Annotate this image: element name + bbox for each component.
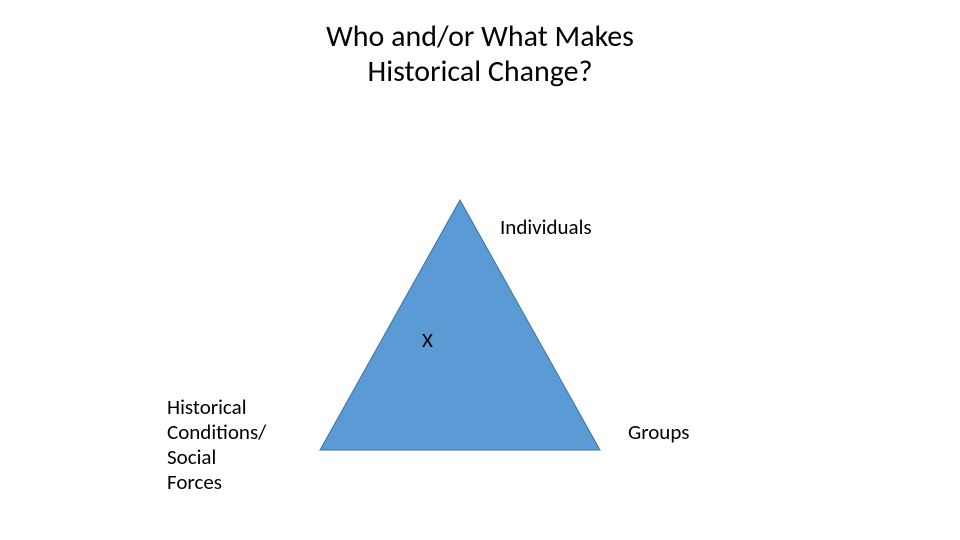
label-individuals: Individuals — [500, 215, 592, 240]
label-groups: Groups — [628, 420, 689, 445]
triangle-shape — [0, 0, 960, 540]
label-conditions: Conditions/ — [167, 420, 266, 445]
label-historical: Historical — [167, 395, 247, 420]
label-forces: Forces — [167, 470, 222, 495]
slide: Who and/or What Makes Historical Change?… — [0, 0, 960, 540]
label-center-x: X — [422, 328, 433, 353]
label-social: Social — [167, 445, 216, 470]
